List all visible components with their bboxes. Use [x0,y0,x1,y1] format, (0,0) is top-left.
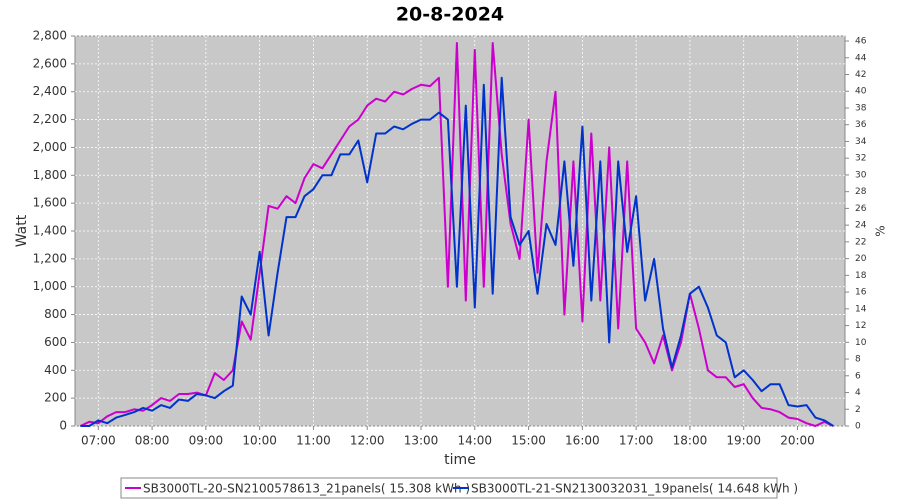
y2-tick-label: 0 [855,422,861,432]
y2-tick-label: 26 [855,204,867,214]
x-tick-label: 15:00 [511,434,546,448]
x-tick-label: 20:00 [780,434,815,448]
y2-tick-label: 20 [855,254,867,264]
y2-tick-label: 38 [855,103,867,113]
y2-tick-label: 36 [855,120,867,130]
y-tick-label: 2,800 [33,29,67,43]
y2-tick-label: 18 [855,271,867,281]
y-tick-label: 400 [44,363,67,377]
x-tick-label: 14:00 [457,434,492,448]
y-tick-label: 1,800 [33,168,67,182]
y-tick-label: 200 [44,391,67,405]
y2-tick-label: 46 [855,37,867,47]
y2-tick-label: 28 [855,187,867,197]
y-tick-label: 1,000 [33,279,67,293]
y-tick-label: 600 [44,335,67,349]
legend [120,477,778,499]
y2-tick-label: 30 [855,170,867,180]
y2-tick-label: 10 [855,338,867,348]
y2-tick-label: 32 [855,154,866,164]
x-tick-label: 19:00 [726,434,761,448]
chart-title: 20-8-2024 [396,4,504,26]
y2-tick-label: 16 [855,288,867,298]
y-axis-label: Watt [14,214,30,247]
y-tick-label: 800 [44,307,67,321]
y-tick-label: 1,400 [33,224,67,238]
y2-tick-label: 14 [855,304,867,314]
y-tick-label: 1,600 [33,196,67,210]
x-tick-label: 09:00 [189,434,224,448]
y2-tick-label: 22 [855,237,866,247]
y2-tick-label: 12 [855,321,866,331]
y2-tick-label: 34 [855,137,867,147]
y2-tick-label: 42 [855,70,866,80]
series-line [80,76,834,427]
x-tick-label: 12:00 [350,434,385,448]
y-tick-label: 2,600 [33,56,67,70]
legend-label: SB3000TL-21-SN2130032031_19panels( 14.64… [471,482,798,496]
y2-tick-label: 4 [855,388,861,398]
x-tick-label: 13:00 [404,434,439,448]
x-tick-label: 08:00 [135,434,170,448]
x-tick-label: 07:00 [81,434,116,448]
y2-tick-label: 24 [855,221,867,231]
y-tick-label: 0 [59,419,67,433]
y2-tick-label: 40 [855,87,867,97]
legend-label: SB3000TL-20-SN2100578613_21panels( 15.30… [143,482,470,496]
y2-tick-label: 44 [855,53,867,63]
y2-tick-label: 2 [855,405,861,415]
y2-tick-label: 8 [855,355,861,365]
x-tick-label: 16:00 [565,434,600,448]
y-tick-label: 1,200 [33,251,67,265]
y-tick-label: 2,200 [33,112,67,126]
y2-tick-label: 6 [855,371,861,381]
x-axis-label: time [444,452,476,468]
x-tick-label: 18:00 [673,434,708,448]
y-tick-label: 2,400 [33,84,67,98]
y-tick-label: 2,000 [33,140,67,154]
x-tick-label: 10:00 [242,434,277,448]
y2-axis-label: % [874,225,888,236]
x-tick-label: 11:00 [296,434,331,448]
x-tick-label: 17:00 [619,434,654,448]
